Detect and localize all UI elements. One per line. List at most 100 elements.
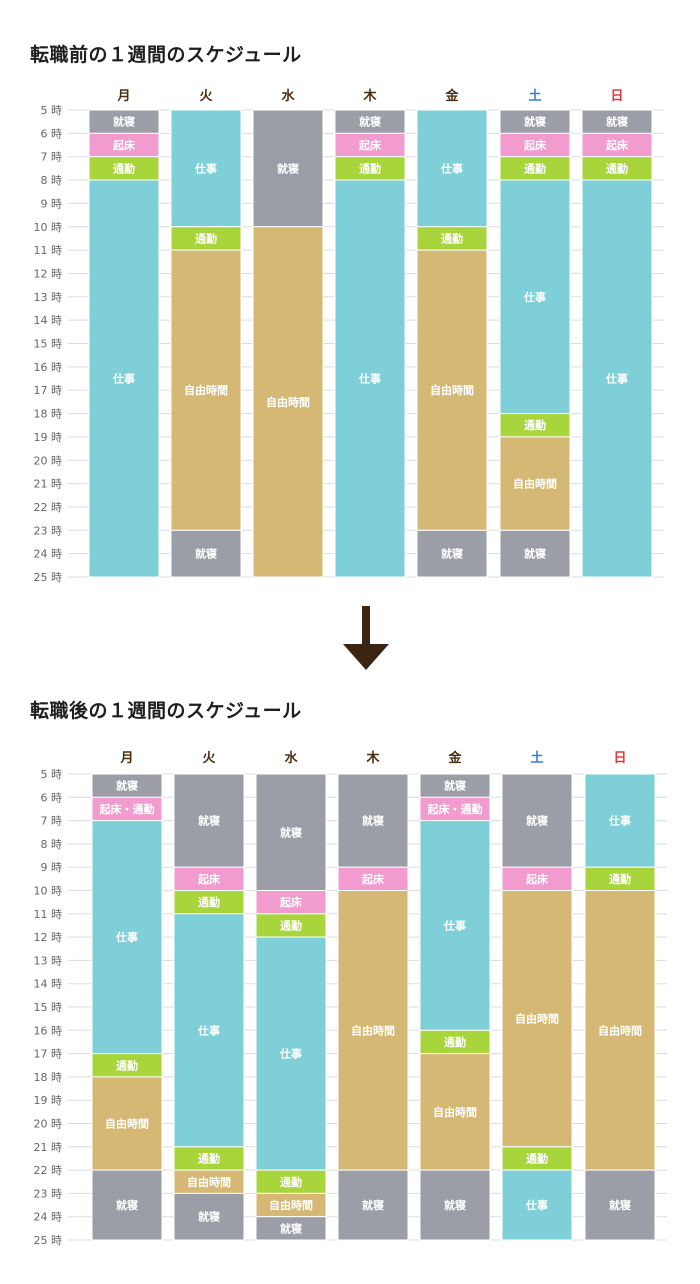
block-label: 就寝 xyxy=(280,825,302,839)
schedule-block xyxy=(419,1169,491,1241)
block-label: 就寝 xyxy=(526,814,548,828)
block-label: 通勤 xyxy=(195,231,217,245)
block-label: 通勤 xyxy=(524,161,546,175)
hour-tick-label: 11 時 xyxy=(34,908,63,921)
block-label: 通勤 xyxy=(198,1151,220,1165)
schedule-block xyxy=(255,1216,327,1241)
hour-tick-label: 24 時 xyxy=(34,548,63,561)
block-label: 通勤 xyxy=(524,418,546,432)
schedule-block xyxy=(499,529,571,578)
schedule-block xyxy=(170,249,242,531)
day-label: 木 xyxy=(365,750,380,766)
block-label: 仕事 xyxy=(525,1198,548,1212)
hour-tick-label: 15 時 xyxy=(34,1001,63,1014)
hour-tick-label: 18 時 xyxy=(34,1071,63,1084)
block-label: 通勤 xyxy=(359,161,381,175)
schedule-block xyxy=(419,1053,491,1171)
block-label: 起床 xyxy=(358,138,382,152)
hour-tick-label: 14 時 xyxy=(34,978,63,991)
hour-tick-label: 22 時 xyxy=(34,1164,63,1177)
hour-tick-label: 17 時 xyxy=(34,1048,63,1061)
schedule-block xyxy=(173,1192,245,1241)
block-label: 就寝 xyxy=(116,1198,138,1212)
schedule-block xyxy=(581,179,653,578)
chart-title-before: 転職前の１週間のスケジュール xyxy=(30,44,302,66)
hour-tick-label: 14 時 xyxy=(34,314,63,327)
schedule-block xyxy=(416,529,488,578)
schedule-block xyxy=(499,179,571,415)
schedule-block xyxy=(584,1169,656,1241)
hour-tick-label: 23 時 xyxy=(34,1187,63,1200)
hour-tick-label: 17 時 xyxy=(34,384,63,397)
hour-tick-label: 15 時 xyxy=(34,338,63,351)
hour-tick-label: 9 時 xyxy=(41,861,63,874)
hour-tick-label: 21 時 xyxy=(34,1141,63,1154)
block-label: 自由時間 xyxy=(266,395,310,409)
block-label: 就寝 xyxy=(362,814,384,828)
block-label: 就寝 xyxy=(198,1210,220,1224)
day-label: 金 xyxy=(447,750,462,766)
hour-tick-label: 16 時 xyxy=(34,361,63,374)
hour-tick-label: 23 時 xyxy=(34,524,63,537)
day-label: 土 xyxy=(528,88,541,104)
schedule-block xyxy=(584,773,656,868)
block-label: 起床 xyxy=(279,895,303,909)
hour-tick-label: 8 時 xyxy=(41,174,63,187)
block-label: 仕事 xyxy=(279,1047,302,1061)
block-label: 通勤 xyxy=(198,895,220,909)
day-label: 水 xyxy=(281,88,295,104)
day-label: 月 xyxy=(119,751,133,766)
schedule-block xyxy=(499,436,571,531)
schedule-block xyxy=(252,226,324,578)
block-label: 仕事 xyxy=(605,372,628,386)
block-label: 自由時間 xyxy=(187,1175,231,1189)
block-label: 仕事 xyxy=(440,161,463,175)
block-label: 通勤 xyxy=(606,161,628,175)
block-label: 通勤 xyxy=(441,231,463,245)
day-label: 火 xyxy=(202,751,216,766)
hour-tick-label: 19 時 xyxy=(34,1094,63,1107)
day-label: 水 xyxy=(284,750,298,766)
block-label: 自由時間 xyxy=(515,1012,559,1026)
block-label: 就寝 xyxy=(606,115,628,129)
block-label: 就寝 xyxy=(444,779,466,793)
hour-tick-label: 6 時 xyxy=(41,127,63,140)
hour-tick-label: 5 時 xyxy=(41,104,63,117)
block-label: 自由時間 xyxy=(430,383,474,397)
hour-tick-label: 6 時 xyxy=(41,791,63,804)
hour-tick-label: 20 時 xyxy=(34,1118,63,1131)
block-label: 仕事 xyxy=(523,290,546,304)
block-label: 起床 xyxy=(112,138,136,152)
arrow-down-icon xyxy=(343,644,389,670)
day-label: 火 xyxy=(199,89,213,104)
block-label: 自由時間 xyxy=(433,1105,477,1119)
block-label: 仕事 xyxy=(115,930,138,944)
block-label: 通勤 xyxy=(113,161,135,175)
block-label: 起床・通勤 xyxy=(99,802,155,816)
schedule-block xyxy=(337,1169,409,1241)
day-label: 木 xyxy=(362,88,377,104)
hour-tick-label: 18 時 xyxy=(34,408,63,421)
block-label: 通勤 xyxy=(526,1151,548,1165)
hour-tick-label: 13 時 xyxy=(34,954,63,967)
day-label: 金 xyxy=(444,88,459,104)
day-label: 土 xyxy=(530,750,543,766)
schedule-block xyxy=(91,820,163,1055)
block-label: 自由時間 xyxy=(105,1117,149,1131)
block-label: 通勤 xyxy=(280,1175,302,1189)
schedule-block xyxy=(337,890,409,1171)
block-label: 起床・通勤 xyxy=(427,802,483,816)
block-label: 仕事 xyxy=(358,372,381,386)
block-label: 就寝 xyxy=(359,115,381,129)
schedule-block xyxy=(501,890,573,1148)
block-label: 自由時間 xyxy=(269,1198,313,1212)
block-label: 就寝 xyxy=(444,1198,466,1212)
block-label: 自由時間 xyxy=(598,1023,642,1037)
block-label: 就寝 xyxy=(198,814,220,828)
hour-tick-label: 7 時 xyxy=(41,815,63,828)
schedule-block xyxy=(173,773,245,868)
block-label: 起床 xyxy=(361,872,385,886)
block-label: 通勤 xyxy=(116,1058,138,1072)
block-label: 就寝 xyxy=(524,547,546,561)
schedule-block xyxy=(416,109,488,228)
